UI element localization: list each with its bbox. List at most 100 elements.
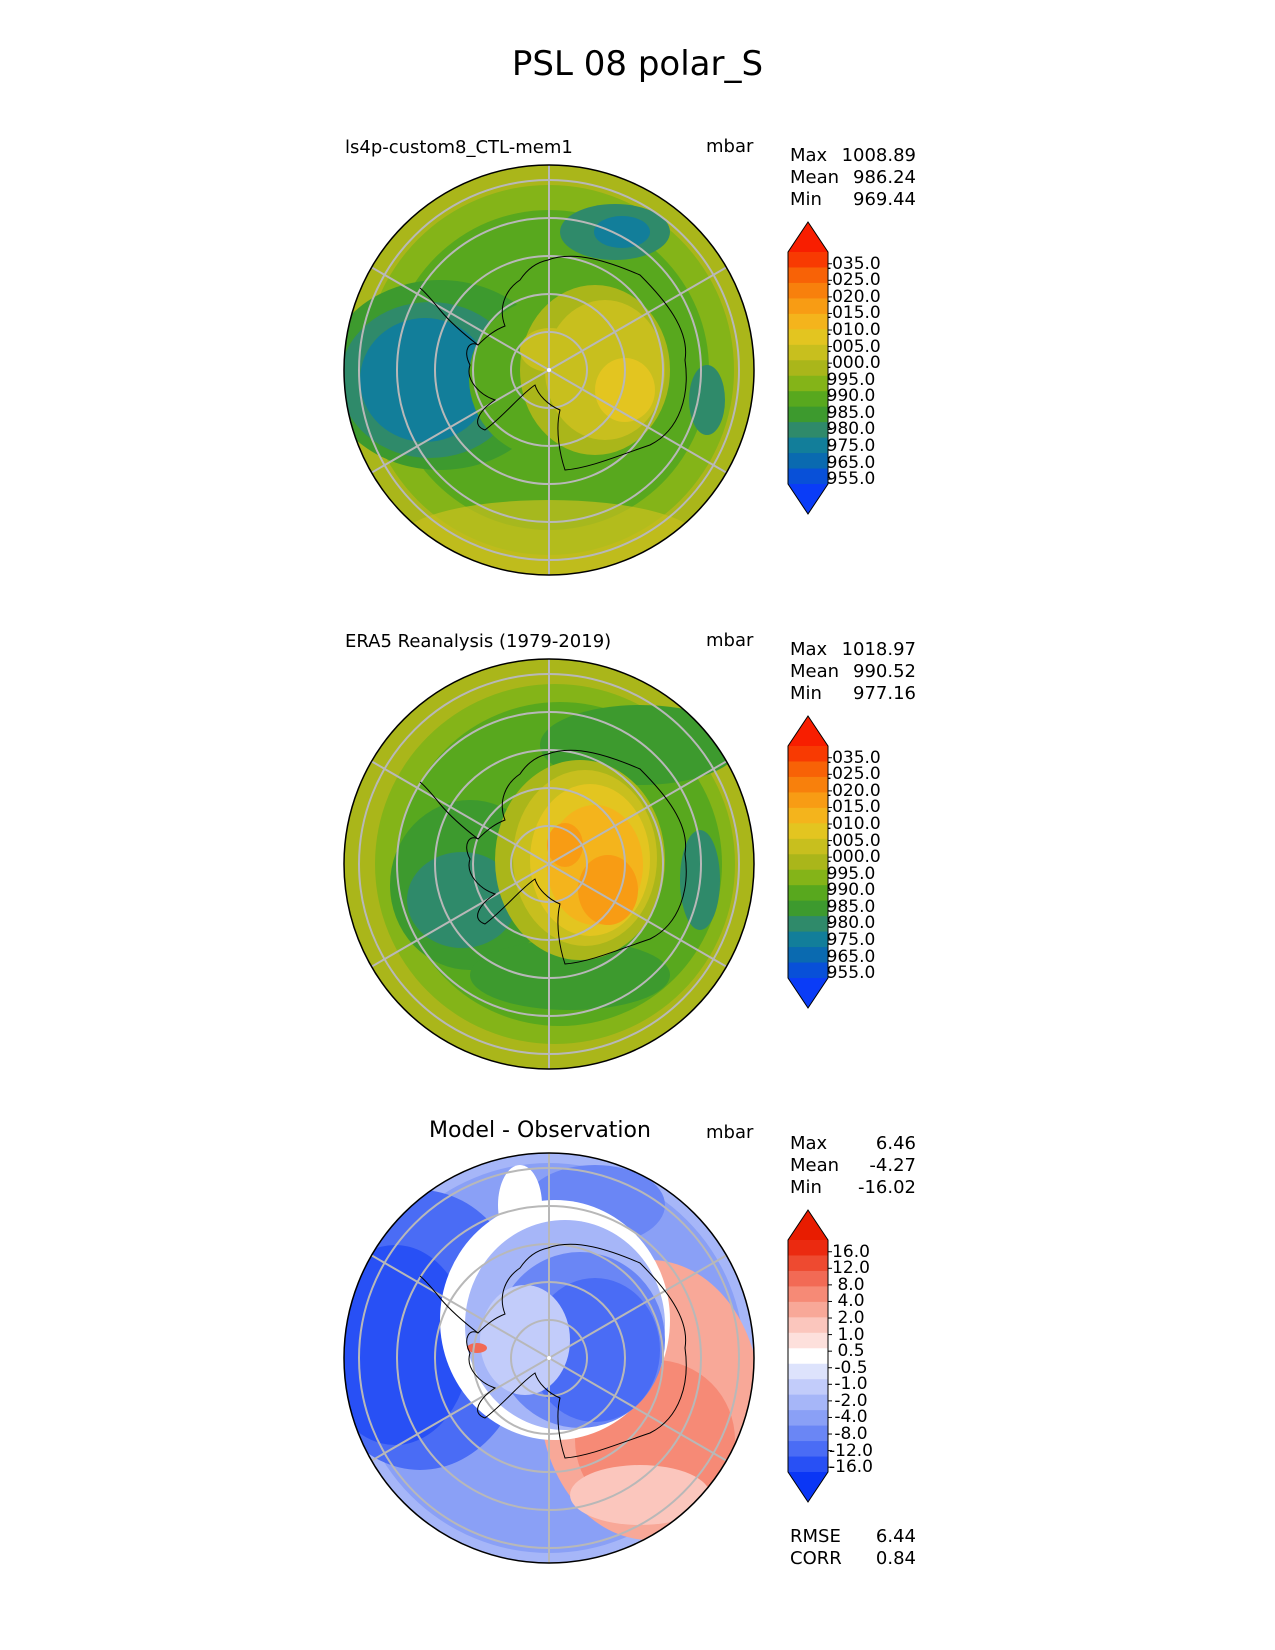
colorbar-p3-tick-label: -0.5 [834,1357,868,1378]
colorbar-p2-segment [788,931,828,948]
colorbar-p2-segment [788,792,828,809]
colorbar-p2-segment [788,776,828,793]
colorbar-p1-outline [787,221,829,515]
colorbar-p1-segment [788,391,828,408]
colorbar-p3-segment [788,1270,828,1287]
colorbar-p1-tick-label: 1010.0 [821,320,881,341]
colorbar-p2-segment [788,746,828,763]
panel1-low-west-975 [360,318,490,442]
colorbar-p3-tick-label: 2.0 [837,1308,865,1329]
panel1-peninsula-coastline [419,287,479,346]
colorbar-p2-tick-label: 965.0 [826,946,876,967]
colorbar-p3-segment [788,1425,828,1442]
panel3-map [343,1152,755,1564]
colorbar-p3-segment [788,1286,828,1303]
colorbar-p2-extend-min [788,978,828,1008]
colorbar-p3-tick-label: 12.0 [832,1258,870,1279]
panel2-antarctic-west-1015 [547,823,583,867]
colorbar-p3-tick-label: 0.5 [837,1341,865,1362]
panel3-stat-value-mean: -4.27 [869,1155,916,1176]
panel2-antarctica-coastline [466,749,687,965]
panel1-units: mbar [706,136,754,157]
colorbar-p3-segment [788,1379,828,1396]
colorbar-p3-tick-label: -12.0 [829,1440,873,1461]
colorbar-p2-tick-label: 1025.0 [821,764,881,785]
panel3-pos-south [570,1465,710,1525]
panel3-stat-label-min: Min [790,1177,822,1198]
colorbar-p2-tick-label: 1000.0 [821,847,881,868]
panel2-stat-label-max: Max [790,639,828,660]
panel1-map [343,164,755,576]
colorbar-p1-tick-label: 985.0 [826,402,876,423]
panel1-antarctica-coastline [466,255,687,471]
colorbar-p3-tick-label: -8.0 [834,1424,868,1445]
colorbar-p3-segment [788,1317,828,1334]
colorbar-p3-extend-max [788,1210,828,1240]
colorbar-p1-segment [788,313,828,330]
panel3-stat-value-max: 6.46 [875,1133,916,1154]
panel3-units: mbar [706,1122,754,1143]
colorbar-p3-outline [787,1209,829,1503]
panel1-stat-label-max: Max [790,145,828,166]
colorbar-p3-tick-label: -2.0 [834,1390,868,1411]
panel3-corr-value: 0.84 [875,1548,916,1569]
colorbar-p2-tick-label: 975.0 [826,930,876,951]
colorbar-p2-tick-label: 1035.0 [821,747,881,768]
colorbar-p2-tick-label: 990.0 [826,880,876,901]
panel3-map-border [343,1152,755,1564]
panel1-stat-value-mean: 986.24 [853,167,916,188]
panel2-map-border [343,658,755,1070]
colorbar-p1-segment [788,344,828,361]
colorbar-p1-segment [788,437,828,454]
panel2-title: ERA5 Reanalysis (1979-2019) [345,631,612,652]
colorbar-p3-segment [788,1441,828,1458]
colorbar-p3-tick-label: -4.0 [834,1407,868,1428]
colorbar-p3-segment [788,1394,828,1411]
colorbar-p2-tick-label: 995.0 [826,863,876,884]
colorbar-p1-tick-label: 995.0 [826,369,876,390]
panel1-stat-value-min: 969.44 [853,189,916,210]
colorbar-p3-tick-label: -16.0 [829,1457,873,1478]
colorbar-p1-tick-label: 955.0 [826,469,876,490]
colorbar-p1-tick-label: 975.0 [826,436,876,457]
colorbar-p2-segment [788,854,828,871]
colorbar-p2-segment [788,947,828,964]
colorbar-p1-tick-label: 1005.0 [821,336,881,357]
colorbar-p1-segment [788,406,828,423]
colorbar-p1-tick-label: 1035.0 [821,253,881,274]
colorbar-p2-segment [788,885,828,902]
colorbar-p1-segment [788,282,828,299]
colorbar-p1-tick-label: 1025.0 [821,270,881,291]
panel2-low-south-985 [470,940,670,1010]
colorbar-p2-tick-label: 1015.0 [821,797,881,818]
colorbar-p1-segment [788,252,828,269]
colorbar-p3-segment [788,1456,828,1473]
colorbar-p3-segment [788,1255,828,1272]
colorbar-p2-tick-label: 1005.0 [821,830,881,851]
colorbar-p1-segment [788,422,828,439]
panel1-low-north-975 [594,216,650,248]
colorbar-p2-segment [788,962,828,979]
colorbar-p2-tick-label: 1010.0 [821,814,881,835]
colorbar-p1-segment [788,329,828,346]
panel1-pole-marker [547,368,551,372]
colorbar-p3-extend-min [788,1472,828,1502]
panel3-rmse-value: 6.44 [875,1526,916,1547]
panel3-stat-label-mean: Mean [790,1155,840,1176]
panel1-low-east-980 [689,365,725,435]
panel3-rmse-label: RMSE [790,1526,841,1547]
colorbar-p1-segment [788,298,828,315]
colorbar-p2-segment [788,823,828,840]
colorbar-p3-tick-label: -1.0 [834,1374,868,1395]
colorbar-p3-segment [788,1240,828,1257]
colorbar-p3-segment [788,1363,828,1380]
colorbar-p3-segment [788,1332,828,1349]
panel1-title: ls4p-custom8_CTL-mem1 [345,137,573,158]
colorbar-p2-segment [788,869,828,886]
panel2-stat-label-mean: Mean [790,661,840,682]
panel2-stat-label-min: Min [790,683,822,704]
panel3-corr-label: CORR [790,1548,842,1569]
colorbar-p1-segment [788,360,828,377]
colorbar-p2-segment [788,900,828,917]
